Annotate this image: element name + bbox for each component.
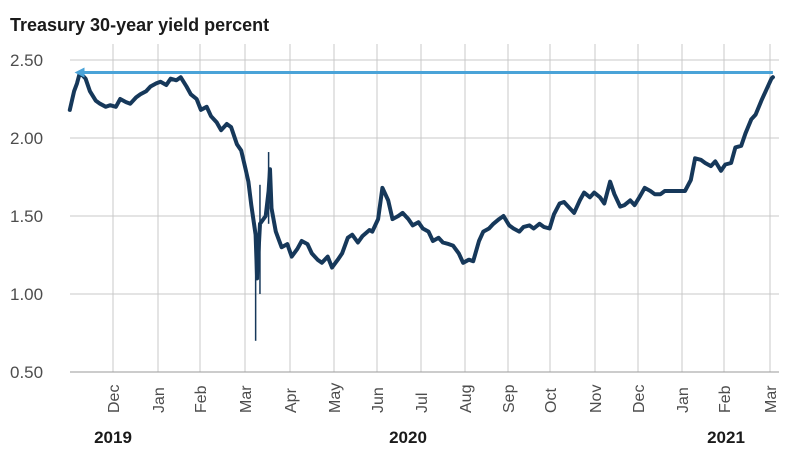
chart-title: Treasury 30-year yield percent bbox=[10, 15, 269, 35]
x-tick-label: Mar bbox=[763, 385, 780, 413]
y-tick-label: 1.00 bbox=[10, 285, 43, 304]
year-label: 2019 bbox=[94, 428, 132, 447]
x-tick-label: Oct bbox=[543, 388, 560, 413]
series-layer bbox=[67, 70, 775, 341]
x-tick-label: Aug bbox=[458, 385, 475, 413]
x-tick-label: Jan bbox=[151, 387, 168, 413]
x-tick-label: Jul bbox=[414, 393, 431, 413]
x-tick-label: Dec bbox=[631, 385, 648, 413]
year-label: 2021 bbox=[707, 428, 745, 447]
x-tick-label: Jan bbox=[675, 387, 692, 413]
axis-ticks: 0.50 1.00 1.50 2.00 2.50 Dec Jan Feb Mar Apr May Ju… bbox=[10, 51, 780, 447]
x-tick-label: Apr bbox=[283, 387, 300, 413]
x-tick-label: Jun bbox=[370, 387, 387, 413]
x-tick-label: Dec bbox=[106, 385, 123, 413]
series-line bbox=[67, 70, 775, 281]
y-tick-label: 2.00 bbox=[10, 129, 43, 148]
year-label: 2020 bbox=[389, 428, 427, 447]
y-tick-label: 0.50 bbox=[10, 363, 43, 382]
x-tick-label: Nov bbox=[588, 385, 605, 413]
x-tick-label: May bbox=[327, 383, 344, 413]
x-tick-label: Feb bbox=[717, 385, 734, 413]
x-tick-label: Mar bbox=[238, 385, 255, 413]
grid bbox=[70, 44, 779, 373]
x-tick-label: Sep bbox=[501, 384, 518, 413]
y-tick-label: 2.50 bbox=[10, 51, 43, 70]
x-tick-label: Feb bbox=[193, 385, 210, 413]
y-tick-label: 1.50 bbox=[10, 207, 43, 226]
